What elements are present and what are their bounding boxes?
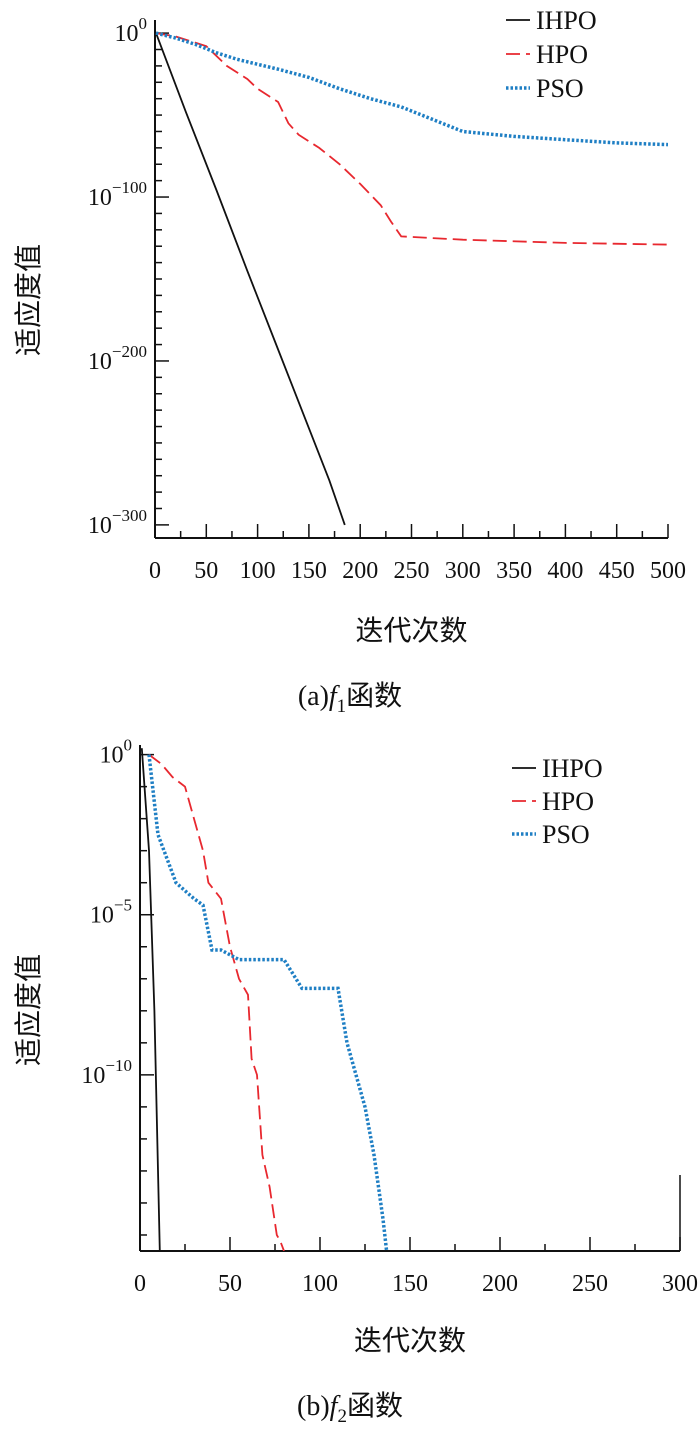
x-tick-label: 50: [218, 1271, 242, 1297]
series-line-hpo: [148, 753, 285, 1251]
figure-caption: (b)f2函数: [297, 1389, 403, 1427]
x-tick-label: 250: [394, 558, 430, 584]
x-tick-label: 250: [572, 1271, 608, 1297]
legend-label-pso: PSO: [536, 74, 584, 103]
x-tick-label: 500: [650, 558, 686, 584]
y-tick-label: 10−300: [88, 506, 147, 539]
x-tick-label: 0: [149, 558, 161, 584]
x-tick-label: 200: [482, 1271, 518, 1297]
x-tick-label: 0: [134, 1271, 146, 1297]
x-axis-title: 迭代次数: [354, 1324, 466, 1357]
y-axis-title: 适应度值: [12, 954, 45, 1066]
series-line-hpo: [155, 32, 668, 246]
x-axis-title: 迭代次数: [355, 614, 467, 647]
y-axis-title: 适应度值: [12, 244, 45, 356]
series-line-pso: [147, 754, 389, 1251]
x-tick-label: 200: [342, 558, 378, 584]
chart-1: 0 50 100 150 200 250 300 350 400 450 500 100 10−100 1…: [12, 6, 686, 717]
legend-label-hpo: HPO: [542, 787, 594, 816]
y-tick-label: 10−200: [88, 342, 147, 375]
legend-label-pso: PSO: [542, 820, 590, 849]
x-tick-label: 50: [194, 558, 218, 584]
series-line-pso: [155, 31, 668, 147]
x-tick-label: 350: [496, 558, 532, 584]
x-tick-label: 300: [445, 558, 481, 584]
y-tick-label: 10−10: [81, 1056, 132, 1089]
legend-label-hpo: HPO: [536, 40, 588, 69]
chart-2: 0 50 100 150 200 250 300 100 10−5 10−10 迭代次数 适应度值 IH…: [12, 736, 698, 1427]
y-tick-label: 10−100: [88, 178, 147, 211]
x-tick-label: 450: [599, 558, 635, 584]
figure-caption: (a)f1函数: [298, 679, 402, 717]
x-tick-label: 400: [547, 558, 583, 584]
legend-label-ihpo: IHPO: [542, 754, 603, 783]
y-tick-label: 10−5: [90, 896, 132, 929]
x-tick-label: 100: [302, 1271, 338, 1297]
series-line-ihpo: [140, 748, 161, 1251]
x-tick-label: 150: [392, 1271, 428, 1297]
legend-label-ihpo: IHPO: [536, 6, 597, 35]
x-tick-label: 150: [291, 558, 327, 584]
x-tick-label: 300: [662, 1271, 698, 1297]
series-line-ihpo: [155, 32, 346, 526]
x-tick-label: 100: [240, 558, 276, 584]
y-tick-label: 100: [115, 14, 148, 47]
y-tick-label: 100: [100, 736, 133, 769]
